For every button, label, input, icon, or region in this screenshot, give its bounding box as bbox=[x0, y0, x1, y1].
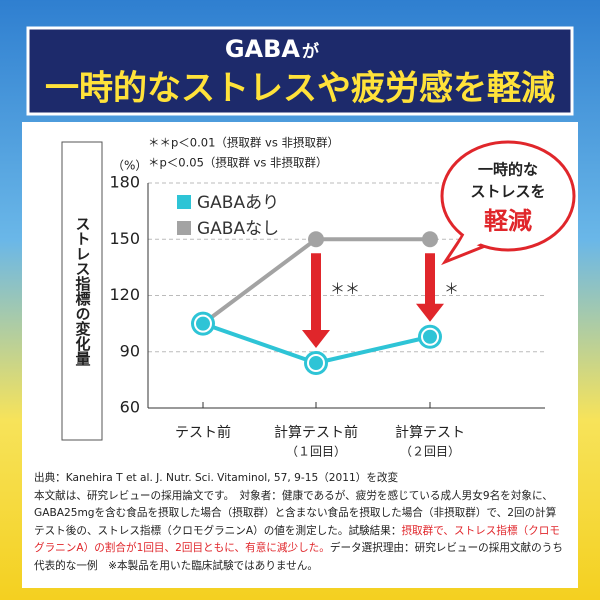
arrow-head bbox=[416, 303, 444, 322]
y-axis-title: ストレス指標の変化量 bbox=[74, 216, 92, 366]
tail-text: データ選択理由：研究レビューの採用文献のうち代表的な一例 ※本製品を用いた臨床試… bbox=[34, 542, 563, 572]
header-band bbox=[26, 26, 574, 116]
y-tick-label: 180 bbox=[109, 173, 140, 192]
callout-text: 一時的な bbox=[478, 161, 538, 179]
legend-swatch bbox=[177, 221, 191, 235]
marker-ring bbox=[421, 327, 439, 346]
x-tick-label: テスト前 bbox=[175, 424, 231, 441]
y-tick-label: 120 bbox=[109, 285, 140, 304]
legend-label: GABAあり bbox=[197, 193, 279, 213]
legend-label: GABAなし bbox=[197, 219, 279, 239]
headline: 一時的なストレスや疲労感を軽減 bbox=[45, 69, 555, 109]
y-tick-label: 60 bbox=[120, 398, 140, 417]
significance: ＊＊ bbox=[330, 280, 360, 298]
marker-ring bbox=[307, 354, 325, 372]
source: 出典：Kanehira T et al. J. Nutr. Sci. Vitam… bbox=[34, 472, 399, 484]
x-tick-label: 計算テスト前 bbox=[274, 424, 358, 441]
arrow-shaft bbox=[425, 253, 435, 306]
callout-text: ストレスを bbox=[470, 183, 545, 201]
note: ＊p＜0.05（摂取群 vs 非摂取群） bbox=[148, 156, 328, 170]
note: ＊＊p＜0.01（摂取群 vs 非摂取群） bbox=[148, 136, 339, 150]
significance: ＊ bbox=[444, 280, 459, 298]
y-tick-label: 150 bbox=[109, 229, 140, 248]
legend-swatch bbox=[177, 195, 191, 209]
body-text: 本文献は、研究レビューの採用論文です。 対象者：健康であるが、疲労を感じている成… bbox=[34, 489, 557, 537]
callout-tail-cover bbox=[452, 228, 498, 256]
marker bbox=[422, 231, 438, 248]
x-tick-note: （２回目） bbox=[400, 445, 460, 459]
arrow-shaft bbox=[311, 253, 321, 332]
result-text: 摂取群で、ストレス指標（クロモグラニンA）の割合が1回目、2回目ともに、有意に減… bbox=[34, 524, 560, 555]
footer: 出典：Kanehira T et al. J. Nutr. Sci. Vitam… bbox=[22, 466, 578, 588]
callout-emphasis: 軽減 bbox=[484, 207, 532, 235]
arrow-head bbox=[302, 330, 330, 348]
marker bbox=[308, 231, 324, 248]
y-title-frame bbox=[61, 141, 103, 441]
x-tick-note: （１回目） bbox=[286, 445, 346, 459]
y-tick-label: 90 bbox=[120, 341, 140, 360]
header-particle: が bbox=[302, 41, 319, 62]
y-unit: （%） bbox=[112, 159, 147, 173]
x-tick-label: 計算テスト bbox=[395, 425, 465, 441]
callout-bubble bbox=[440, 140, 576, 252]
marker-ring bbox=[194, 314, 212, 333]
header-lead: GABA bbox=[225, 35, 301, 63]
